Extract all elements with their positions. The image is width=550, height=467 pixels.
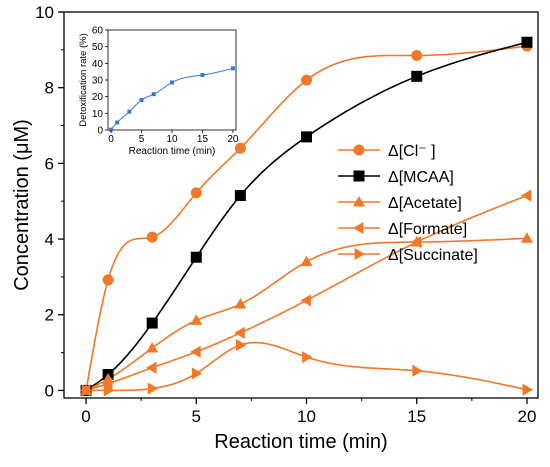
data-point [190, 251, 202, 263]
series-line-2 [85, 237, 528, 392]
data-point [520, 232, 534, 243]
series-line-3 [85, 194, 528, 392]
data-point [190, 314, 203, 325]
data-point [521, 36, 533, 48]
inset-x-tick-label: 5 [139, 134, 145, 145]
inset-x-tick-label: 20 [227, 134, 239, 145]
inset-frame [107, 29, 237, 131]
data-point [301, 131, 313, 143]
data-point [300, 255, 313, 267]
inset-chart: 0 5 10 15 20 0 10 20 30 40 50 60 Reaction time (min)… [78, 26, 239, 158]
inset-y-tick-label: 0 [97, 126, 103, 137]
inset-x-axis-label: Reaction time (min) [129, 146, 216, 157]
data-point [191, 367, 203, 380]
y-tick-label: 8 [45, 79, 54, 98]
data-point [103, 384, 115, 397]
data-point [301, 74, 313, 86]
x-tick-label: 15 [407, 407, 426, 426]
legend-label: Δ[Cl⁻ ] [388, 143, 436, 160]
data-point [81, 384, 93, 397]
data-point [146, 341, 159, 353]
inset-data-point [200, 73, 205, 77]
y-tick-label: 6 [45, 154, 54, 173]
data-point [147, 382, 159, 395]
series-line-0 [85, 45, 528, 391]
legend: Δ[Cl⁻ ] Δ[MCAA] Δ[Acetate] Δ[Formate] Δ[Succ… [338, 143, 478, 264]
legend-marker [353, 144, 365, 156]
inset-data-point [230, 66, 235, 71]
data-point [234, 326, 245, 339]
data-point [522, 383, 534, 396]
inset-x-tick-label: 0 [108, 134, 114, 145]
data-point [411, 50, 423, 62]
inset-y-tick-label: 50 [92, 42, 104, 53]
x-tick-label: 20 [518, 407, 537, 426]
x-tick-label: 5 [192, 407, 201, 426]
data-point [146, 317, 158, 329]
inset-y-tick-label: 60 [92, 26, 104, 37]
x-tick-label: 0 [81, 407, 90, 426]
data-point [410, 236, 422, 249]
data-point [412, 364, 423, 377]
data-point [300, 294, 311, 307]
y-tick-label: 2 [45, 306, 54, 325]
legend-label: Δ[Acetate] [388, 195, 462, 212]
y-axis-label: Concentration (μM) [11, 119, 33, 291]
data-point [190, 345, 201, 358]
legend-label: Δ[Formate] [388, 221, 467, 238]
data-point [302, 351, 313, 364]
x-axis-label: Reaction time (min) [214, 431, 387, 453]
inset-data-point [115, 120, 120, 125]
inset-y-tick-label: 20 [92, 92, 104, 103]
data-point [411, 70, 423, 82]
data-point [520, 189, 532, 202]
legend-marker [352, 195, 366, 207]
data-point [102, 377, 113, 390]
series-line-1 [85, 41, 528, 392]
inset-data-point [127, 109, 132, 114]
plot-frame [63, 11, 539, 399]
inset-data-point [151, 92, 156, 97]
data-point [234, 142, 246, 154]
legend-marker [352, 221, 364, 235]
legend-label: Δ[MCAA] [388, 169, 454, 186]
data-point [235, 338, 247, 352]
data-point [234, 298, 247, 309]
inset-data-point [139, 98, 144, 102]
y-tick-label: 10 [35, 3, 54, 22]
data-point [102, 274, 114, 286]
y-tick-label: 0 [45, 381, 54, 400]
inset-x-tick-label: 10 [166, 134, 178, 145]
inset-series-line [110, 67, 234, 131]
series-line-4 [86, 341, 528, 392]
data-point [190, 187, 202, 199]
inset-y-tick-label: 40 [92, 59, 104, 70]
inset-y-tick-label: 10 [92, 109, 104, 120]
legend-marker [353, 170, 365, 182]
x-tick-label: 10 [297, 407, 316, 426]
inset-y-tick-label: 30 [92, 76, 104, 87]
inset-data-point [109, 127, 114, 132]
legend-label: Δ[Succinate] [388, 247, 478, 264]
inset-x-tick-label: 15 [197, 134, 209, 145]
inset-data-point [170, 80, 174, 85]
y-tick-label: 4 [45, 230, 54, 249]
data-point [146, 361, 157, 374]
data-point [234, 190, 246, 202]
legend-marker [354, 247, 366, 261]
data-point [146, 231, 158, 243]
inset-y-axis-label: Detoxification rate (%) [78, 33, 89, 126]
